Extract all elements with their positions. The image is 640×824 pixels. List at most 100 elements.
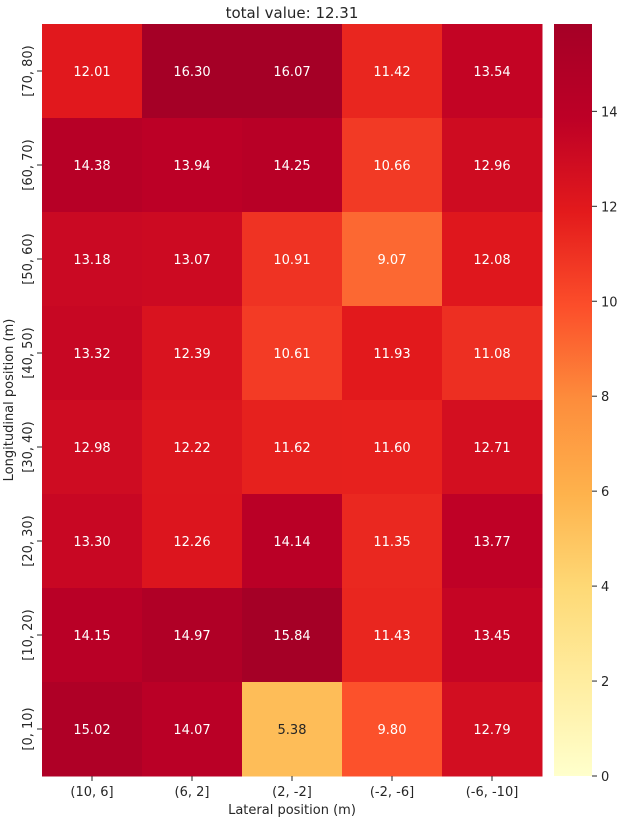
cell-value-label: 15.84: [273, 629, 310, 644]
cell-value-label: 12.79: [473, 723, 510, 738]
heatmap-cell: [42, 306, 143, 401]
heatmap-cell: [142, 118, 243, 213]
x-axis-label: Lateral position (m): [228, 803, 356, 818]
cell-value-label: 13.77: [473, 535, 510, 550]
cell-value-label: 11.35: [373, 535, 410, 550]
heatmap-cell: [142, 24, 243, 119]
cell-value-label: 11.93: [373, 347, 410, 362]
cell-value-label: 13.94: [173, 159, 210, 174]
y-axis-label: Longitudinal position (m): [2, 319, 17, 482]
cell-value-label: 12.39: [173, 347, 210, 362]
colorbar-tick-label: 4: [601, 580, 609, 595]
cell-value-label: 12.22: [173, 441, 210, 456]
heatmap-cell: [342, 400, 443, 495]
heatmap-cell: [242, 118, 343, 213]
heatmap-cell: [342, 24, 443, 119]
heatmap-cell: [242, 588, 343, 683]
heatmap-cell: [142, 306, 243, 401]
heatmap-cell: [142, 494, 243, 589]
cell-value-label: 11.43: [373, 629, 410, 644]
heatmap-cell: [142, 588, 243, 683]
colorbar-tick-label: 14: [601, 105, 618, 120]
heatmap-cell: [42, 588, 143, 683]
heatmap-cell: [242, 682, 343, 777]
heatmap-cell: [242, 306, 343, 401]
heatmap-cell: [242, 494, 343, 589]
cell-value-label: 15.02: [73, 723, 110, 738]
heatmap-cells: [42, 24, 543, 777]
cell-value-label: 10.61: [273, 347, 310, 362]
cell-value-label: 13.45: [473, 629, 510, 644]
heatmap-cell: [242, 24, 343, 119]
colorbar-tick-label: 10: [601, 295, 618, 310]
heatmap-cell: [342, 494, 443, 589]
heatmap-cell: [442, 212, 543, 307]
heatmap-cell-labels: 12.01 16.30 16.07 11.42 13.54 14.38 13.94 14.25…: [73, 65, 510, 738]
cell-value-label: 11.08: [473, 347, 510, 362]
cell-value-label: 9.80: [378, 723, 407, 738]
heatmap-cell: [442, 682, 543, 777]
y-tick-label: [0, 10): [21, 707, 36, 750]
colorbar-tick-label: 6: [601, 485, 609, 500]
cell-value-label: 13.18: [73, 253, 110, 268]
x-tick-label: (6, 2]: [175, 785, 210, 800]
cell-value-label: 16.30: [173, 65, 210, 80]
y-axis-ticks: [70, 80) [60, 70) [50, 60) [40, 50) [30, 40)…: [21, 45, 42, 751]
colorbar-tick-label: 8: [601, 390, 609, 405]
heatmap-cell: [142, 682, 243, 777]
cell-value-label: 14.25: [273, 159, 310, 174]
cell-value-label: 12.01: [73, 65, 110, 80]
cell-value-label: 12.98: [73, 441, 110, 456]
x-tick-label: (-6, -10]: [466, 785, 519, 800]
y-tick-label: [10, 20): [21, 609, 36, 661]
heatmap-cell: [242, 212, 343, 307]
cell-value-label: 13.07: [173, 253, 210, 268]
x-tick-label: (10, 6]: [70, 785, 113, 800]
cell-value-label: 10.91: [273, 253, 310, 268]
heatmap-cell: [342, 212, 443, 307]
heatmap-cell: [442, 400, 543, 495]
heatmap-cell: [342, 682, 443, 777]
chart-title: total value: 12.31: [226, 4, 359, 22]
cell-value-label: 11.60: [373, 441, 410, 456]
x-tick-label: (2, -2]: [272, 785, 312, 800]
colorbar-tick-label: 0: [601, 770, 609, 785]
cell-value-label: 13.54: [473, 65, 510, 80]
cell-value-label: 14.97: [173, 629, 210, 644]
heatmap-cell: [442, 306, 543, 401]
cell-value-label: 13.30: [73, 535, 110, 550]
cell-value-label: 12.71: [473, 441, 510, 456]
heatmap-cell: [242, 400, 343, 495]
cell-value-label: 5.38: [278, 723, 307, 738]
cell-value-label: 9.07: [378, 253, 407, 268]
y-tick-label: [50, 60): [21, 233, 36, 285]
cell-value-label: 10.66: [373, 159, 410, 174]
heatmap-cell: [42, 212, 143, 307]
x-tick-label: (-2, -6]: [370, 785, 414, 800]
y-tick-label: [60, 70): [21, 139, 36, 191]
cell-value-label: 11.62: [273, 441, 310, 456]
cell-value-label: 14.38: [73, 159, 110, 174]
heatmap-cell: [342, 306, 443, 401]
heatmap-cell: [342, 118, 443, 213]
cell-value-label: 12.96: [473, 159, 510, 174]
cell-value-label: 14.14: [273, 535, 310, 550]
cell-value-label: 14.07: [173, 723, 210, 738]
colorbar-tick-label: 2: [601, 675, 609, 690]
colorbar-ticks: 0 2 4 6 8 10 12 14: [592, 105, 618, 785]
y-tick-label: [40, 50): [21, 327, 36, 379]
heatmap-cell: [442, 494, 543, 589]
cell-value-label: 16.07: [273, 65, 310, 80]
heatmap-cell: [42, 494, 143, 589]
heatmap-cell: [142, 212, 243, 307]
heatmap-cell: [442, 118, 543, 213]
heatmap-cell: [142, 400, 243, 495]
x-axis-ticks: (10, 6] (6, 2] (2, -2] (-2, -6] (-6, -10]: [70, 776, 518, 800]
heatmap-cell: [42, 118, 143, 213]
heatmap-cell: [342, 588, 443, 683]
cell-value-label: 12.08: [473, 253, 510, 268]
heatmap-cell: [442, 588, 543, 683]
colorbar: [554, 24, 592, 776]
y-tick-label: [30, 40): [21, 421, 36, 473]
